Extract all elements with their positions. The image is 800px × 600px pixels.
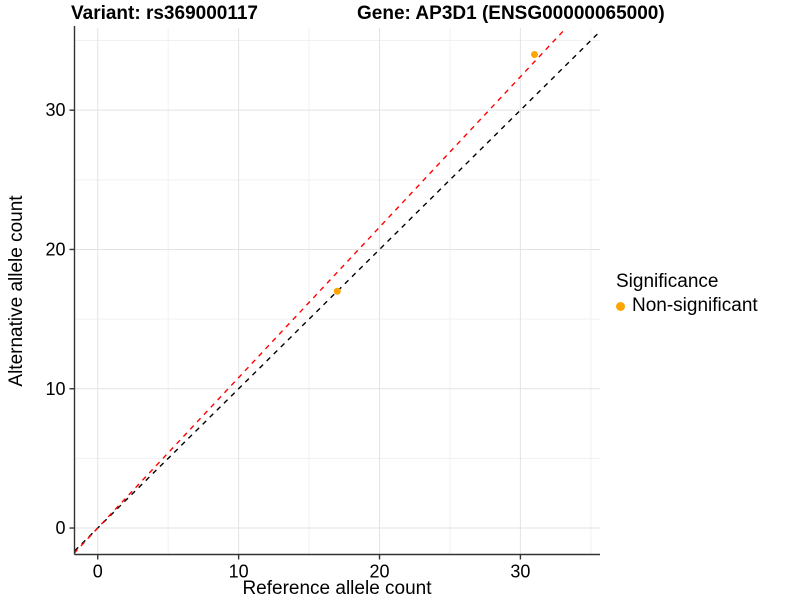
x-axis-title: Reference allele count [242, 578, 432, 599]
data-points [333, 50, 538, 295]
y-tick-label: 20 [45, 239, 65, 259]
gene-title: Gene: AP3D1 (ENSG00000065000) [357, 3, 665, 24]
tick-marks [69, 109, 522, 560]
x-tick-label: 0 [93, 562, 103, 582]
legend-item-label: Non-significant [632, 295, 758, 317]
x-tick-label: 20 [369, 562, 389, 582]
major-gridlines [74, 28, 600, 555]
x-tick-label: 10 [229, 562, 249, 582]
expected-ratio-line [74, 28, 568, 554]
legend: Significance Non-significant [616, 271, 758, 318]
legend-item-non-significant: Non-significant [616, 295, 758, 317]
x-tick-label: 30 [510, 562, 530, 582]
legend-point-swatch-icon [616, 302, 625, 312]
data-point [530, 50, 538, 58]
minor-gridlines [74, 28, 600, 555]
tick-labels: 0 10 20 30 0 10 20 30 [45, 100, 530, 581]
y-tick-label: 10 [45, 379, 65, 399]
variant-title: Variant: rs369000117 [71, 3, 258, 24]
legend-title: Significance [616, 271, 719, 292]
y-tick-label: 30 [45, 100, 65, 120]
axis-lines [73, 26, 600, 556]
y-tick-label: 0 [55, 518, 65, 538]
reference-lines [74, 28, 600, 554]
y-axis-title: Alternative allele count [6, 195, 27, 387]
data-point [333, 287, 341, 295]
